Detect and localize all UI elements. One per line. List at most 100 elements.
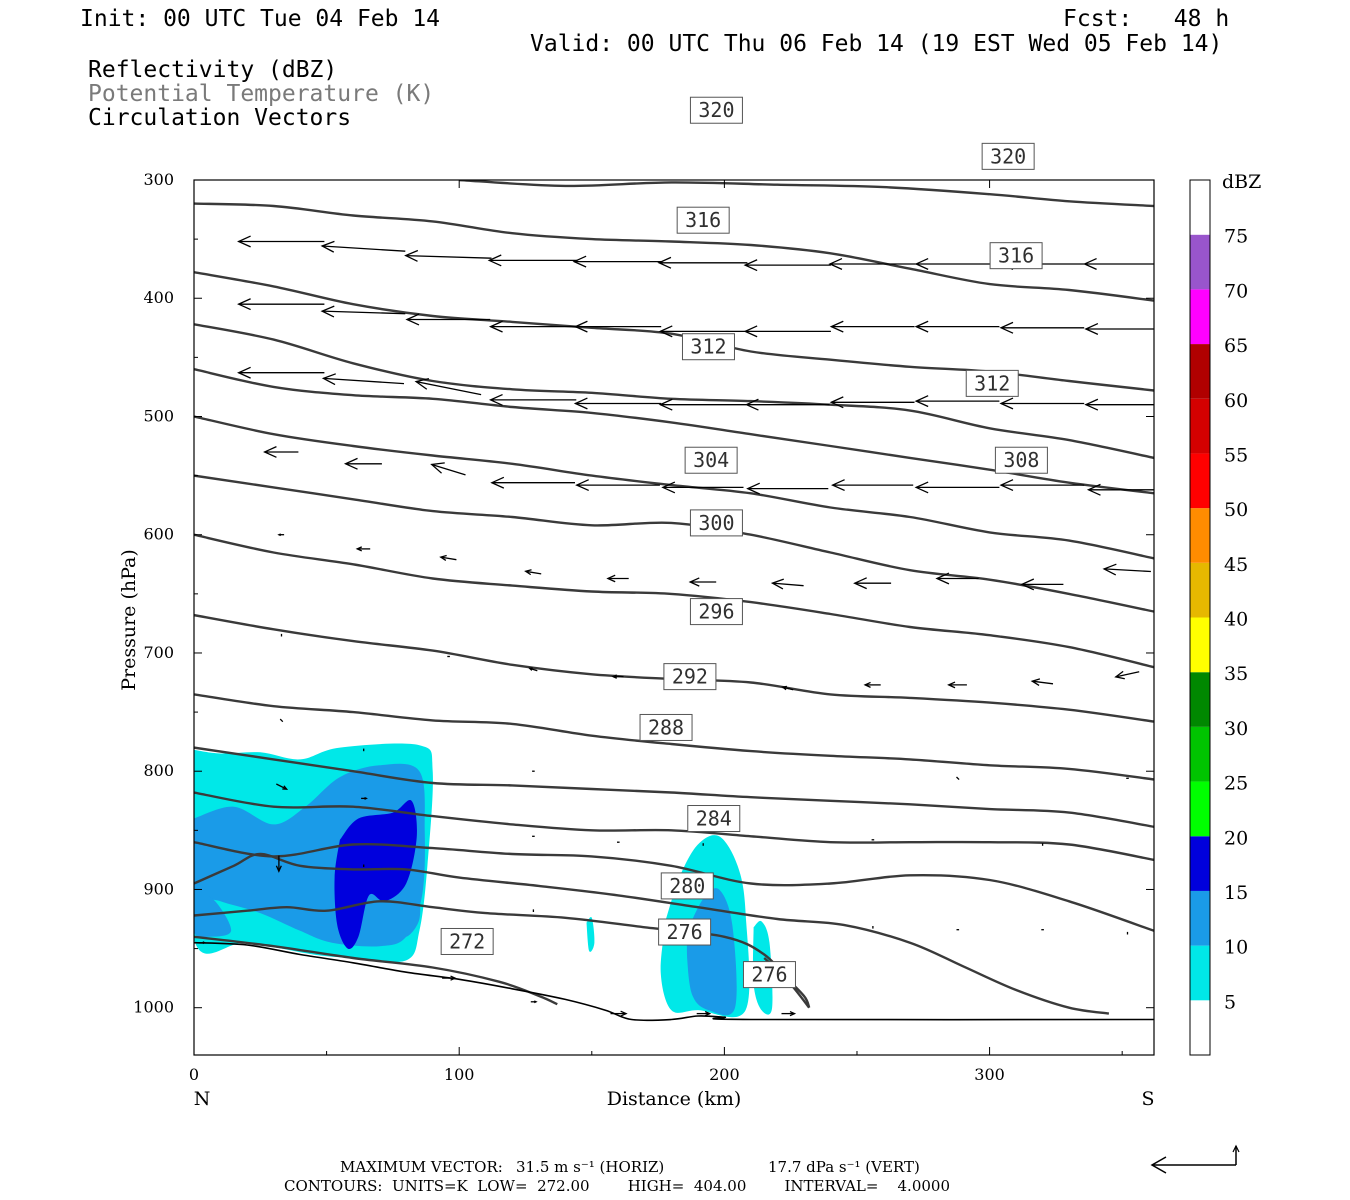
colorbar-tick-label: 50 (1224, 499, 1248, 521)
circulation-vector (999, 479, 1085, 492)
theta-label-316: 316 (989, 242, 1043, 270)
theta-label-text: 308 (1003, 448, 1039, 472)
vector-head (1086, 483, 1101, 496)
vector-head (620, 1010, 628, 1017)
vector-head (1082, 257, 1097, 270)
circulation-vector (404, 249, 492, 262)
vector-head (914, 320, 929, 333)
vector-head (661, 481, 676, 494)
vector-head (488, 393, 503, 406)
colorbar-swatch (1190, 562, 1210, 618)
vector-head (321, 373, 336, 386)
theta-label-box (658, 918, 712, 946)
theta-contour-316 (194, 323, 1154, 460)
theta-label-320: 320 (981, 142, 1035, 170)
theta-contour-312 (194, 415, 1154, 560)
x-tick-label: 0 (189, 1065, 199, 1084)
x-axis-title: Distance (km) (607, 1088, 742, 1110)
colorbar-swatch (1190, 1000, 1210, 1055)
theta-contour-288 (194, 791, 1154, 862)
circulation-vector (658, 325, 747, 338)
vector-head (343, 457, 358, 470)
vector-head (914, 257, 929, 270)
colorbar-tick-label: 65 (1224, 335, 1248, 357)
theta-label-text: 288 (648, 715, 684, 739)
circulation-vector (829, 396, 915, 409)
circulation-vector (490, 476, 575, 489)
colorbar-swatch (1190, 453, 1210, 509)
contours-info: CONTOURS: UNITS=K LOW= 272.00 HIGH= 404.… (284, 1177, 950, 1195)
colorbar-swatch (1190, 398, 1210, 454)
theta-label-300: 300 (689, 509, 743, 537)
colorbar-tick-label: 10 (1224, 937, 1248, 959)
vector-head (947, 681, 956, 689)
circulation-vector (606, 574, 629, 583)
colorbar-tick-label: 40 (1224, 609, 1248, 631)
colorbar-swatch (1190, 289, 1210, 345)
vector-head (688, 577, 700, 587)
y-tick-label: 800 (143, 761, 174, 780)
theta-label-text: 276 (667, 920, 703, 944)
vector-head (282, 785, 289, 790)
theta-contour-292 (194, 746, 1154, 828)
vector-head (829, 396, 844, 409)
colorbar-frame (1189, 179, 1211, 1056)
vector-shaft (431, 463, 466, 476)
circulation-vector (610, 1010, 628, 1017)
circulation-vector (914, 481, 1000, 494)
circulation-vector (573, 320, 662, 333)
circulation-vector (573, 397, 662, 410)
circulation-vector (442, 975, 457, 981)
circulation-vector (528, 667, 538, 672)
circulation-vector (828, 257, 916, 270)
vector-head (404, 249, 419, 262)
circulation-vector (277, 533, 285, 537)
theta-label-text: 292 (672, 665, 708, 689)
circulation-vector (688, 577, 717, 587)
vector-shaft (1032, 680, 1054, 685)
circulation-vector (831, 479, 914, 492)
theta-label-box (684, 446, 738, 474)
circulation-vector (611, 674, 624, 679)
contour-label-layer: 272 276 276 280 284 288 292 296 300 304 308 312 312 3… (440, 96, 1048, 989)
theta-label-296: 296 (689, 598, 743, 626)
max-vector-label: MAXIMUM VECTOR: (340, 1158, 503, 1176)
theta-contour-296 (194, 693, 1154, 781)
surface-line (194, 941, 1154, 1022)
circulation-vector (1084, 322, 1154, 335)
vector-shaft (323, 377, 405, 385)
vector-head (658, 325, 673, 338)
vector-head (202, 941, 207, 945)
theta-label-box (742, 961, 796, 989)
plot-frame (193, 179, 1155, 1056)
circulation-vector (743, 325, 831, 338)
circulation-vector (770, 578, 804, 590)
circulation-vector (488, 320, 577, 333)
vector-head (575, 479, 589, 492)
circulation-vector (657, 256, 748, 269)
theta-label-316: 316 (676, 206, 730, 234)
colorbar-swatch (1190, 836, 1210, 891)
y-tick-label: 400 (143, 288, 174, 307)
theta-contour-320 (459, 180, 1154, 208)
vector-head (914, 395, 929, 408)
vector-shaft (956, 776, 960, 781)
colorbar-tick-label: 55 (1224, 444, 1248, 466)
theta-label-box (689, 598, 743, 626)
theta-label-box (660, 872, 714, 900)
x-end-label-south: S (1141, 1088, 1154, 1110)
theta-label-box (676, 206, 730, 234)
circulation-vector (530, 1000, 538, 1004)
colorbar-tick-label: 70 (1224, 280, 1248, 302)
circulation-vector (914, 320, 1000, 333)
theta-label-box (663, 663, 717, 691)
vector-head (1030, 678, 1041, 686)
vector-head (828, 257, 843, 270)
circulation-vector (279, 718, 284, 723)
vector-head (572, 255, 587, 268)
theta-label-320: 320 (689, 96, 743, 124)
vector-head (414, 378, 430, 390)
circulation-vector (320, 305, 406, 318)
circulation-vector (696, 1010, 712, 1017)
